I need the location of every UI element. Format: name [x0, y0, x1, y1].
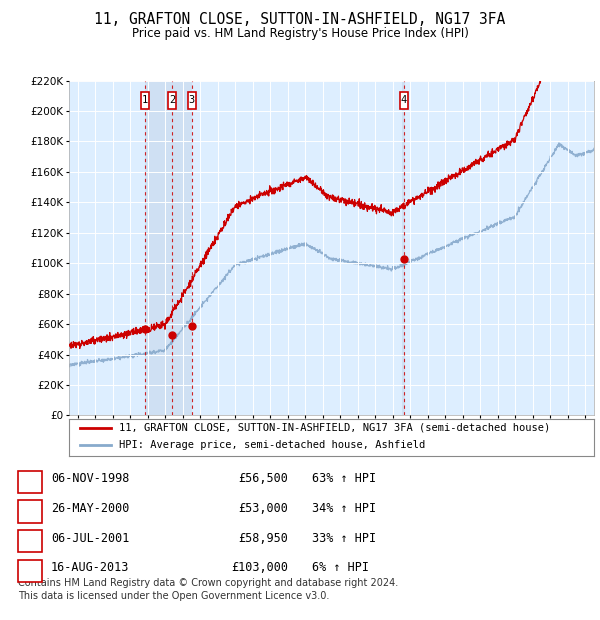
Text: 06-NOV-1998: 06-NOV-1998	[51, 472, 130, 485]
Text: 6% ↑ HPI: 6% ↑ HPI	[312, 562, 369, 574]
Text: HPI: Average price, semi-detached house, Ashfield: HPI: Average price, semi-detached house,…	[119, 440, 425, 450]
Text: £56,500: £56,500	[238, 472, 288, 485]
Text: 34% ↑ HPI: 34% ↑ HPI	[312, 502, 376, 515]
Text: 4: 4	[26, 562, 34, 574]
Bar	[402, 81, 406, 415]
Text: 16-AUG-2013: 16-AUG-2013	[51, 562, 130, 574]
FancyBboxPatch shape	[400, 92, 407, 108]
Text: 3: 3	[26, 532, 34, 544]
Text: 33% ↑ HPI: 33% ↑ HPI	[312, 532, 376, 544]
Text: 2: 2	[169, 95, 175, 105]
Text: 11, GRAFTON CLOSE, SUTTON-IN-ASHFIELD, NG17 3FA (semi-detached house): 11, GRAFTON CLOSE, SUTTON-IN-ASHFIELD, N…	[119, 423, 550, 433]
Text: 26-MAY-2000: 26-MAY-2000	[51, 502, 130, 515]
Text: 4: 4	[400, 95, 407, 105]
Bar	[145, 81, 191, 415]
Text: 3: 3	[188, 95, 195, 105]
Text: 1: 1	[26, 472, 34, 485]
Text: 06-JUL-2001: 06-JUL-2001	[51, 532, 130, 544]
Text: £53,000: £53,000	[238, 502, 288, 515]
Text: 63% ↑ HPI: 63% ↑ HPI	[312, 472, 376, 485]
Text: Contains HM Land Registry data © Crown copyright and database right 2024.: Contains HM Land Registry data © Crown c…	[18, 578, 398, 588]
Text: £58,950: £58,950	[238, 532, 288, 544]
FancyBboxPatch shape	[169, 92, 176, 108]
Text: 1: 1	[142, 95, 148, 105]
Text: Price paid vs. HM Land Registry's House Price Index (HPI): Price paid vs. HM Land Registry's House …	[131, 27, 469, 40]
Text: 2: 2	[26, 502, 34, 515]
Text: 11, GRAFTON CLOSE, SUTTON-IN-ASHFIELD, NG17 3FA: 11, GRAFTON CLOSE, SUTTON-IN-ASHFIELD, N…	[94, 12, 506, 27]
FancyBboxPatch shape	[141, 92, 149, 108]
Text: This data is licensed under the Open Government Licence v3.0.: This data is licensed under the Open Gov…	[18, 591, 329, 601]
FancyBboxPatch shape	[188, 92, 196, 108]
Text: £103,000: £103,000	[231, 562, 288, 574]
